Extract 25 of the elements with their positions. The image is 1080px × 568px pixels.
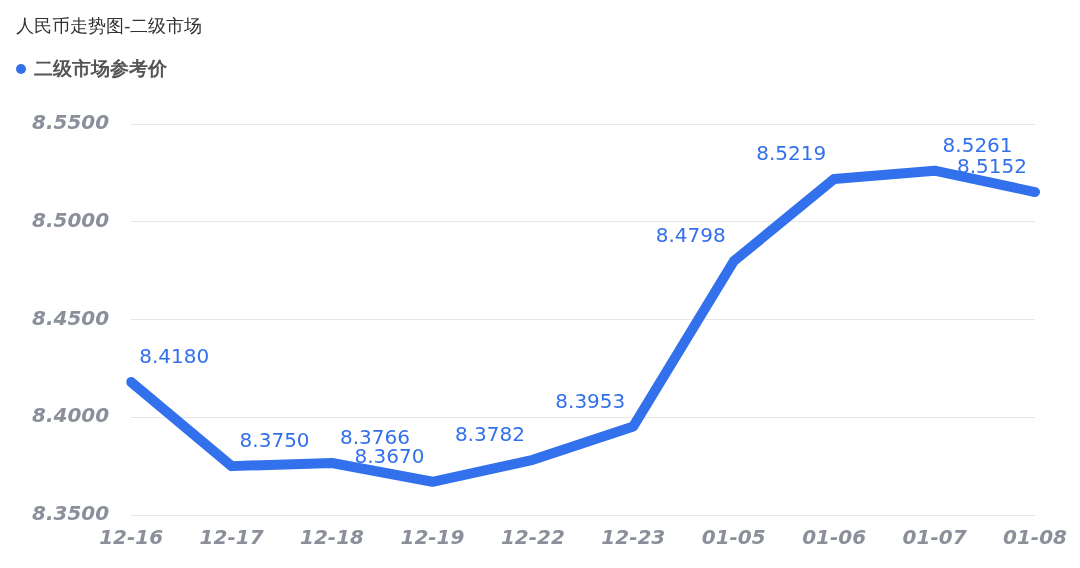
x-tick-label: 12-16 xyxy=(99,525,164,550)
y-tick-label: 8.5500 xyxy=(31,110,110,135)
x-tick-label: 12-23 xyxy=(601,525,666,550)
y-tick-label: 8.4500 xyxy=(31,305,110,330)
x-tick-label: 12-17 xyxy=(199,525,264,550)
x-tick-label: 12-19 xyxy=(400,525,465,550)
data-label: 8.5219 xyxy=(756,141,827,166)
y-tick-label: 8.5000 xyxy=(31,207,110,232)
data-label: 8.5152 xyxy=(957,154,1027,179)
chart-title: 人民币走势图-二级市场 xyxy=(16,14,203,38)
data-label: 8.3750 xyxy=(239,428,310,453)
x-tick-label: 12-18 xyxy=(300,525,365,550)
x-tick-label: 01-05 xyxy=(701,525,766,550)
y-tick-label: 8.4000 xyxy=(31,403,110,428)
x-tick-label: 01-06 xyxy=(802,525,867,550)
data-label: 8.3782 xyxy=(454,422,525,447)
legend-label: 二级市场参考价 xyxy=(34,56,167,81)
x-tick-label: 01-07 xyxy=(902,525,967,550)
x-tick-label: 01-08 xyxy=(1003,525,1068,550)
data-label: 8.5261 xyxy=(942,132,1013,157)
data-label: 8.4180 xyxy=(139,344,210,369)
y-tick-label: 8.3500 xyxy=(31,501,110,526)
data-label: 8.3953 xyxy=(555,388,626,413)
x-tick-label: 12-22 xyxy=(500,525,565,550)
data-label: 8.4798 xyxy=(655,223,726,248)
